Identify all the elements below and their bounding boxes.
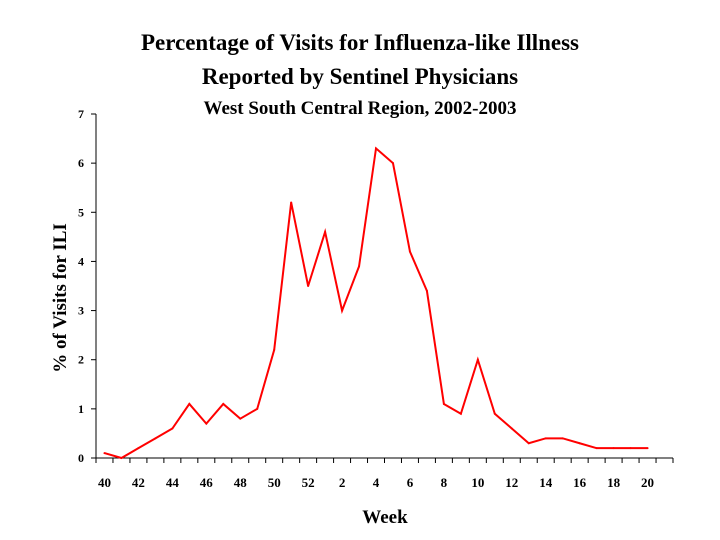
x-tick-label: 46 [200, 475, 214, 490]
data-point [459, 412, 462, 415]
x-axis-label: Week [362, 507, 408, 528]
y-tick-label: 6 [78, 156, 84, 170]
y-tick-label: 2 [78, 353, 84, 367]
data-point [442, 402, 445, 405]
x-tick-label: 18 [607, 475, 621, 490]
data-point [595, 447, 598, 450]
data-point [341, 309, 344, 312]
data-point [375, 147, 378, 150]
data-point [222, 402, 225, 405]
y-tick-label: 0 [78, 451, 84, 465]
data-point [256, 407, 259, 410]
y-axis-label: % of Visits for ILI [50, 223, 71, 373]
data-point [646, 447, 649, 450]
y-tick-label: 1 [78, 402, 84, 416]
x-tick-label: 10 [471, 475, 484, 490]
data-point [358, 265, 361, 268]
data-point [188, 402, 191, 405]
x-tick-label: 48 [234, 475, 248, 490]
data-point [307, 285, 310, 287]
x-tick-label: 40 [98, 475, 111, 490]
x-tick-label: 20 [641, 475, 654, 490]
ili-series-line [104, 146, 648, 460]
data-point [476, 358, 479, 361]
x-tick-label: 6 [407, 475, 414, 490]
data-point [425, 289, 428, 292]
data-point [527, 442, 530, 445]
x-tick-label: 12 [505, 475, 518, 490]
x-tick-label: 14 [539, 475, 553, 490]
x-tick-label: 4 [373, 475, 380, 490]
data-point [137, 447, 140, 450]
data-point [612, 447, 615, 450]
y-tick-label: 7 [78, 107, 84, 121]
x-tick-label: 8 [441, 475, 448, 490]
y-tick-label: 4 [78, 254, 84, 268]
data-point [391, 162, 394, 165]
data-point [290, 201, 293, 204]
data-point [629, 447, 632, 450]
y-tick-label: 3 [78, 304, 84, 318]
data-point [154, 437, 157, 440]
x-tick-label: 50 [268, 475, 281, 490]
y-tick-label: 5 [78, 205, 84, 219]
data-point [324, 230, 327, 233]
data-point [273, 348, 276, 351]
data-point [578, 442, 581, 445]
data-point [103, 452, 106, 455]
x-tick-label: 42 [132, 475, 145, 490]
x-tick-label: 44 [166, 475, 180, 490]
chart-region-subtitle: West South Central Region, 2002-2003 [203, 98, 517, 119]
data-point [239, 417, 242, 420]
x-tick-label: 2 [339, 475, 346, 490]
data-point [493, 412, 496, 415]
data-point [205, 422, 208, 425]
data-point [561, 437, 564, 440]
x-tick-label: 52 [302, 475, 315, 490]
data-point [544, 437, 547, 440]
data-point [120, 457, 123, 459]
data-point [510, 427, 513, 430]
data-point [171, 427, 174, 430]
x-tick-label: 16 [573, 475, 587, 490]
chart-title: Percentage of Visits for Influenza-like … [140, 30, 580, 55]
chart-subtitle: Reported by Sentinel Physicians [201, 64, 519, 89]
data-point [408, 250, 411, 253]
